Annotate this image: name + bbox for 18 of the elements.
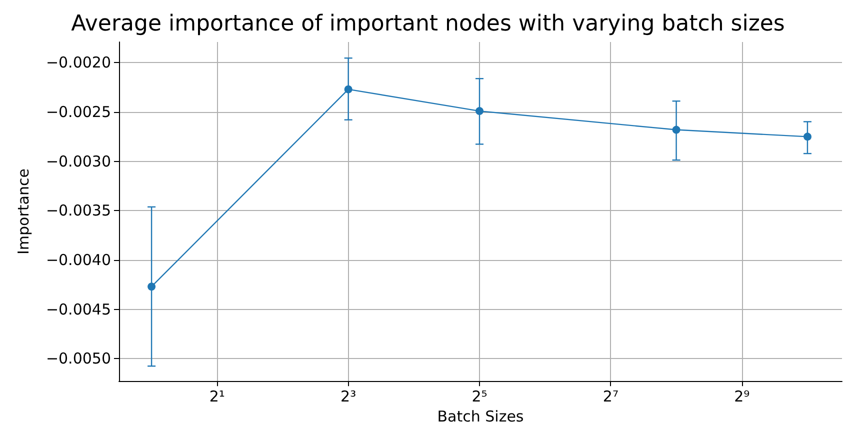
x-tick-label: 2³ [340, 388, 356, 406]
x-tick-label: 2¹ [209, 388, 225, 406]
y-tick-label: −0.0040 [46, 250, 111, 269]
y-tick-label: −0.0030 [46, 152, 111, 170]
x-axis-title: Batch Sizes [437, 408, 524, 426]
x-tick-label: 2⁵ [472, 388, 488, 406]
chart-title: Average importance of important nodes with varying batch sizes [71, 12, 785, 36]
y-tick-label: −0.0050 [46, 350, 111, 368]
y-axis-title: Importance [14, 168, 32, 255]
point [476, 107, 484, 116]
point [803, 132, 812, 141]
x-tick-label: 2⁷ [602, 388, 618, 406]
x-tick-label: 2⁹ [734, 388, 750, 406]
y-tick-label: −0.0020 [46, 54, 111, 72]
y-tick-label: −0.0045 [46, 300, 111, 318]
y-tick-label: −0.0025 [46, 103, 111, 122]
y-tick-label: −0.0035 [46, 202, 111, 220]
point [148, 282, 156, 291]
